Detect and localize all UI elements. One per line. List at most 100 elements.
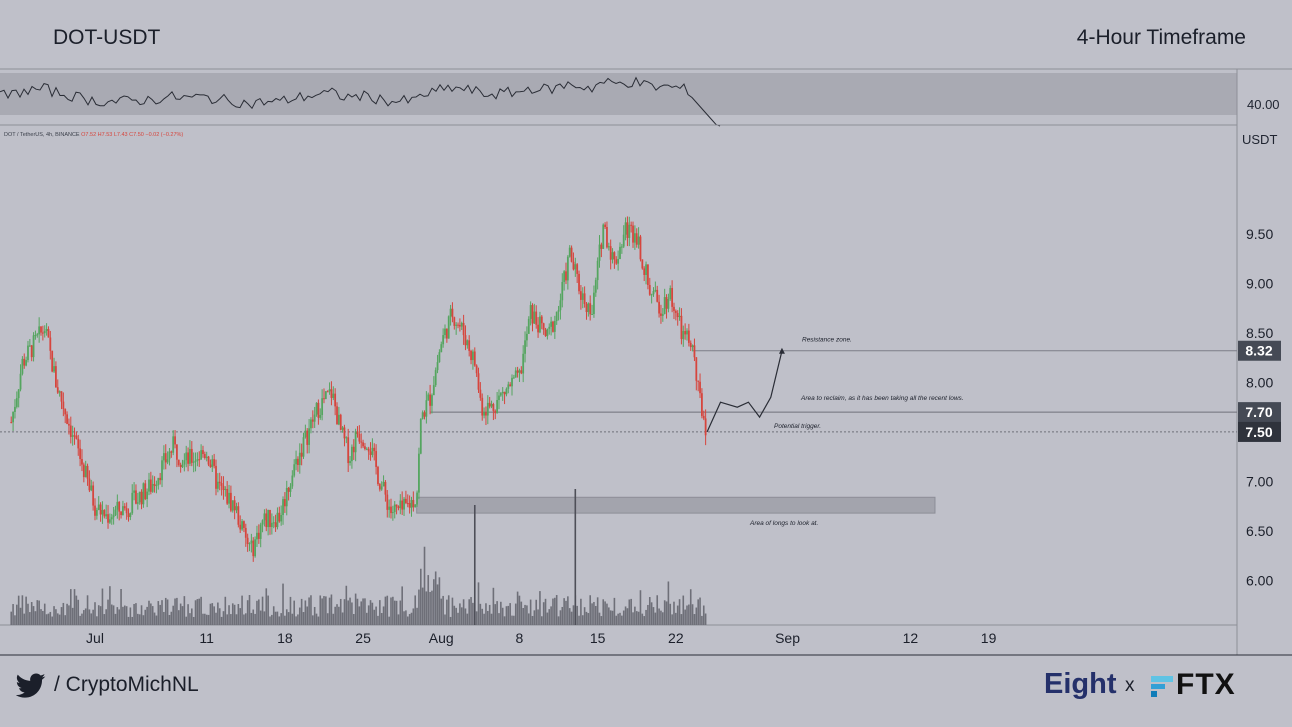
candle-body bbox=[125, 508, 128, 514]
candle-body bbox=[550, 321, 553, 327]
volume-bar bbox=[505, 606, 508, 625]
volume-bar bbox=[583, 607, 586, 625]
volume-bar bbox=[496, 601, 498, 625]
candle-body bbox=[187, 452, 189, 464]
x-tick-label: 8 bbox=[516, 630, 524, 646]
y-tick-label: 9.00 bbox=[1246, 275, 1273, 291]
candle-body bbox=[101, 510, 104, 515]
volume-bar bbox=[220, 616, 223, 625]
volume-bar bbox=[563, 598, 565, 625]
candle-body bbox=[285, 487, 288, 507]
candle-body bbox=[488, 402, 491, 407]
candle-body bbox=[272, 522, 275, 524]
candle-body bbox=[404, 498, 407, 504]
volume-bar bbox=[138, 614, 141, 625]
candle-body bbox=[600, 244, 603, 249]
volume-bar bbox=[336, 604, 338, 625]
volume-bar bbox=[142, 615, 145, 625]
volume-bar bbox=[21, 595, 24, 625]
volume-bar bbox=[246, 600, 249, 625]
volume-bar bbox=[161, 600, 163, 625]
candle-body bbox=[526, 333, 528, 341]
volume-bar bbox=[263, 611, 266, 625]
candle-body bbox=[28, 345, 31, 347]
x-tick-label: 15 bbox=[590, 630, 606, 646]
volume-bar bbox=[278, 616, 281, 625]
volume-bar bbox=[295, 616, 297, 625]
candle-body bbox=[185, 452, 188, 461]
candle-body bbox=[704, 418, 707, 436]
annotations: Resistance zone. Area to reclaim, as it h… bbox=[749, 337, 964, 527]
candle-body bbox=[66, 414, 68, 424]
symbol-info: DOT / TetherUS, 4h, BINANCE O7.52 H7.53 … bbox=[4, 132, 183, 138]
candle-body bbox=[531, 305, 534, 324]
candle-body bbox=[254, 539, 257, 557]
candle-body bbox=[241, 521, 243, 530]
candle-body bbox=[112, 515, 115, 518]
volume-bar bbox=[122, 606, 124, 625]
candle-body bbox=[239, 524, 242, 530]
volume-bar bbox=[440, 598, 443, 625]
candle-body bbox=[473, 351, 476, 366]
candle-body bbox=[425, 400, 428, 417]
candle-body bbox=[12, 411, 14, 423]
volume-bar bbox=[453, 605, 456, 625]
candle-body bbox=[336, 406, 338, 425]
volume-bar bbox=[83, 610, 85, 625]
candle-body bbox=[276, 512, 279, 528]
candle-body bbox=[671, 288, 674, 307]
candle-body bbox=[172, 436, 175, 453]
volume-bar bbox=[310, 595, 312, 625]
volume-bar bbox=[546, 612, 549, 625]
volume-bar bbox=[535, 599, 538, 625]
volume-bar bbox=[73, 589, 76, 625]
candle-body bbox=[364, 446, 366, 449]
candle-body bbox=[613, 252, 616, 260]
candle-body bbox=[295, 458, 297, 465]
volume-bar bbox=[699, 597, 701, 625]
volume-bar bbox=[228, 605, 230, 625]
candle-body bbox=[606, 226, 608, 248]
volume-bar bbox=[252, 609, 255, 625]
volume-bar bbox=[541, 616, 543, 625]
candle-body bbox=[485, 412, 487, 416]
volume-bar bbox=[429, 591, 431, 625]
volume-bar bbox=[265, 588, 268, 625]
candle-body bbox=[481, 397, 484, 416]
candle-body bbox=[99, 504, 102, 515]
candle-body bbox=[533, 311, 536, 324]
volume-bar bbox=[397, 614, 400, 625]
volume-bar bbox=[608, 607, 610, 625]
candle-body bbox=[230, 492, 232, 511]
candle-body bbox=[505, 388, 508, 395]
candle-body bbox=[691, 345, 694, 348]
candle-body bbox=[209, 464, 212, 468]
volume-bar bbox=[280, 613, 282, 625]
candle-body bbox=[14, 406, 16, 412]
volume-bar bbox=[168, 614, 171, 625]
volume-bar bbox=[628, 599, 631, 625]
volume-bar bbox=[648, 597, 651, 625]
twitter-icon[interactable] bbox=[16, 673, 46, 699]
volume-bar bbox=[626, 608, 629, 625]
candle-body bbox=[153, 483, 156, 486]
volume-bar bbox=[367, 605, 370, 625]
volume-bar bbox=[468, 599, 470, 625]
candle-body bbox=[289, 486, 292, 492]
candle-body bbox=[356, 431, 359, 435]
candle-body bbox=[142, 483, 145, 505]
volume-bar bbox=[568, 608, 571, 625]
candle-body bbox=[684, 331, 687, 335]
x-tick-label: 11 bbox=[199, 630, 214, 646]
volume-bar bbox=[237, 603, 240, 625]
volume-bar bbox=[64, 615, 67, 625]
volume-bar bbox=[561, 606, 564, 625]
candle-body bbox=[449, 308, 452, 317]
candle-body bbox=[434, 370, 437, 386]
author-handle[interactable]: / CryptoMichNL bbox=[54, 673, 199, 696]
volume-bar bbox=[71, 607, 74, 625]
oscillator-level-label: 40.00 bbox=[1247, 97, 1280, 112]
volume-bar bbox=[487, 610, 489, 625]
candle-body bbox=[378, 484, 381, 490]
